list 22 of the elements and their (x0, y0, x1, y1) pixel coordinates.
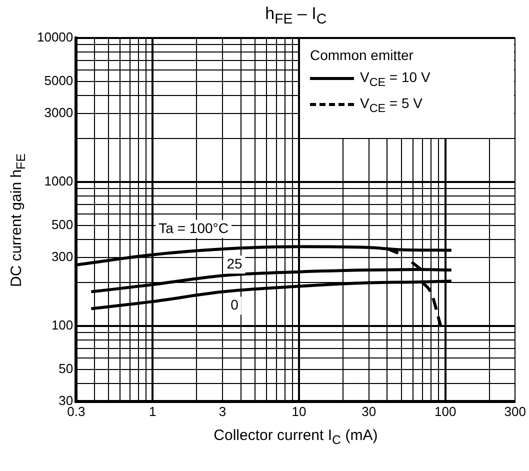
x-tick-label: 100 (434, 404, 456, 419)
y-tick-label: 300 (51, 248, 74, 264)
legend-title: Common emitter (310, 47, 414, 63)
legend-label: V$_{CE}$ = 5 V (360, 94, 423, 115)
x-tick-label: 1 (149, 404, 156, 419)
y-tick-label: 100 (51, 318, 74, 333)
x-tick-label: 30 (362, 404, 376, 419)
chart-title: h$_{FE}$ – I$_{C}$ (265, 4, 327, 28)
x-tick-label: 10 (292, 404, 306, 419)
x-axis-title: Collector current I$_{C}$ (mA) (214, 427, 378, 448)
annotation: Ta = 100°C (158, 220, 228, 236)
y-tick-label: 1000 (44, 174, 74, 189)
y-tick-label: 10000 (36, 30, 74, 45)
annotation: 0 (230, 296, 239, 313)
annotation: 25 (226, 255, 242, 272)
y-tick-label: 500 (51, 216, 74, 232)
legend-label: V$_{CE}$ = 10 V (360, 69, 430, 89)
y-tick-label: 50 (58, 361, 74, 376)
y-tick-label: 5000 (44, 72, 74, 88)
x-tick-label: 300 (504, 404, 526, 419)
x-tick-label: 3 (218, 404, 226, 419)
y-tick-label: 3000 (44, 104, 74, 120)
